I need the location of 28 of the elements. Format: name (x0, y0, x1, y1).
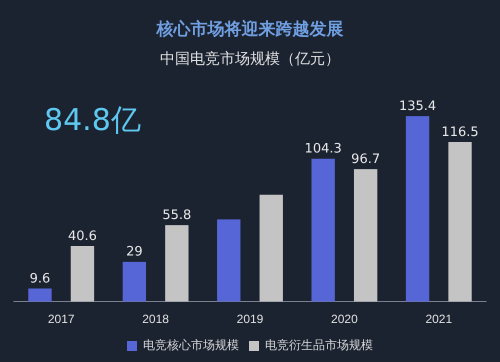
x-tick-label: 2019 (236, 312, 264, 326)
chart-title: 核心市场将迎来跨越发展 (156, 20, 344, 40)
legend-label: 电竞衍生品市场规模 (265, 338, 373, 352)
bar (70, 246, 94, 302)
x-tick-label: 2018 (142, 312, 170, 326)
x-tick-label: 2021 (425, 312, 452, 326)
data-label: 55.8 (162, 208, 192, 224)
data-label: 96.7 (351, 152, 380, 167)
bar (217, 219, 240, 302)
bar (260, 194, 283, 302)
data-label: 40.6 (68, 228, 97, 244)
data-label: 29 (126, 244, 143, 260)
annotation: 84.8亿 (44, 103, 141, 138)
bar (122, 262, 146, 302)
bar (448, 142, 472, 302)
chart-subtitle: 中国电竞市场规模（亿元） (160, 49, 340, 68)
bar (354, 169, 378, 302)
bar (406, 116, 430, 302)
x-tick-label: 2020 (331, 312, 358, 326)
data-label: 9.6 (30, 271, 50, 286)
bar (28, 288, 52, 302)
data-label: 116.5 (441, 124, 479, 140)
bar (311, 158, 335, 302)
bar (165, 225, 189, 302)
x-tick-label: 2017 (48, 312, 75, 326)
legend-label: 电竞核心市场规模 (143, 338, 239, 352)
data-label: 135.4 (398, 98, 436, 114)
data-label: 104.3 (304, 142, 342, 157)
